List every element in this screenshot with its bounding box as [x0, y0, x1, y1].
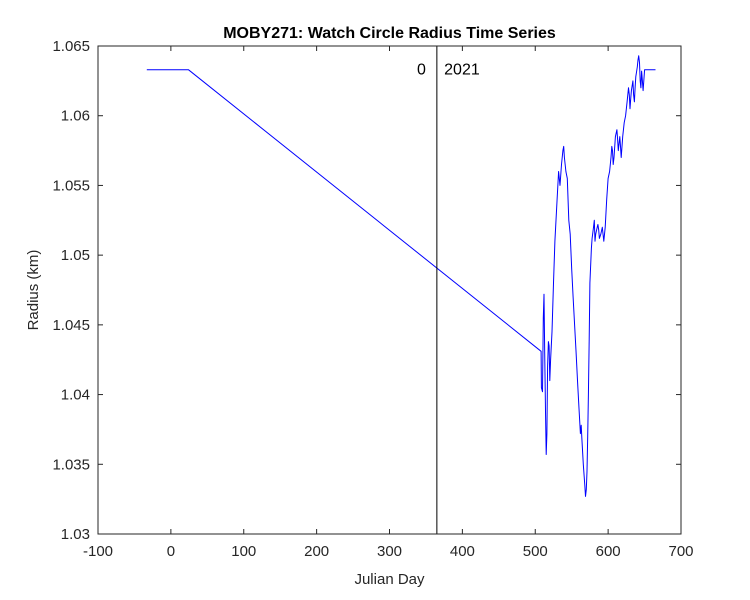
y-tick-label: 1.055	[52, 177, 90, 194]
ticks-layer: -100 0 100 200 300 400 500 600 700 1.03 1.035 1.04 1…	[52, 38, 693, 560]
x-tick-label: 0	[167, 543, 175, 560]
x-tick-label: 100	[231, 543, 256, 560]
annotations-layer: 0 2021	[417, 62, 480, 79]
y-tick-label: 1.035	[52, 456, 90, 473]
x-tick-label: 400	[450, 543, 475, 560]
y-tick-label: 1.03	[61, 526, 90, 543]
x-tick-label: 700	[668, 543, 693, 560]
y-axis-label: Radius (km)	[25, 250, 42, 331]
x-tick-label: -100	[83, 543, 113, 560]
y-tick-label: 1.06	[61, 108, 90, 125]
plot-area	[98, 46, 681, 534]
x-tick-label: 200	[304, 543, 329, 560]
chart-title: MOBY271: Watch Circle Radius Time Series	[223, 25, 556, 42]
x-axis-label: Julian Day	[354, 571, 425, 588]
x-tick-label: 600	[596, 543, 621, 560]
x-tick-label: 300	[377, 543, 402, 560]
y-tick-label: 1.065	[52, 38, 90, 55]
radius-series-line	[146, 55, 656, 497]
x-tick-label: 500	[523, 543, 548, 560]
plot-box	[97, 45, 682, 535]
y-tick-label: 1.05	[61, 247, 90, 264]
y-tick-label: 1.04	[61, 387, 90, 404]
annotation-label: 2021	[444, 62, 480, 79]
annotation-label: 0	[417, 62, 426, 79]
y-tick-label: 1.045	[52, 317, 90, 334]
